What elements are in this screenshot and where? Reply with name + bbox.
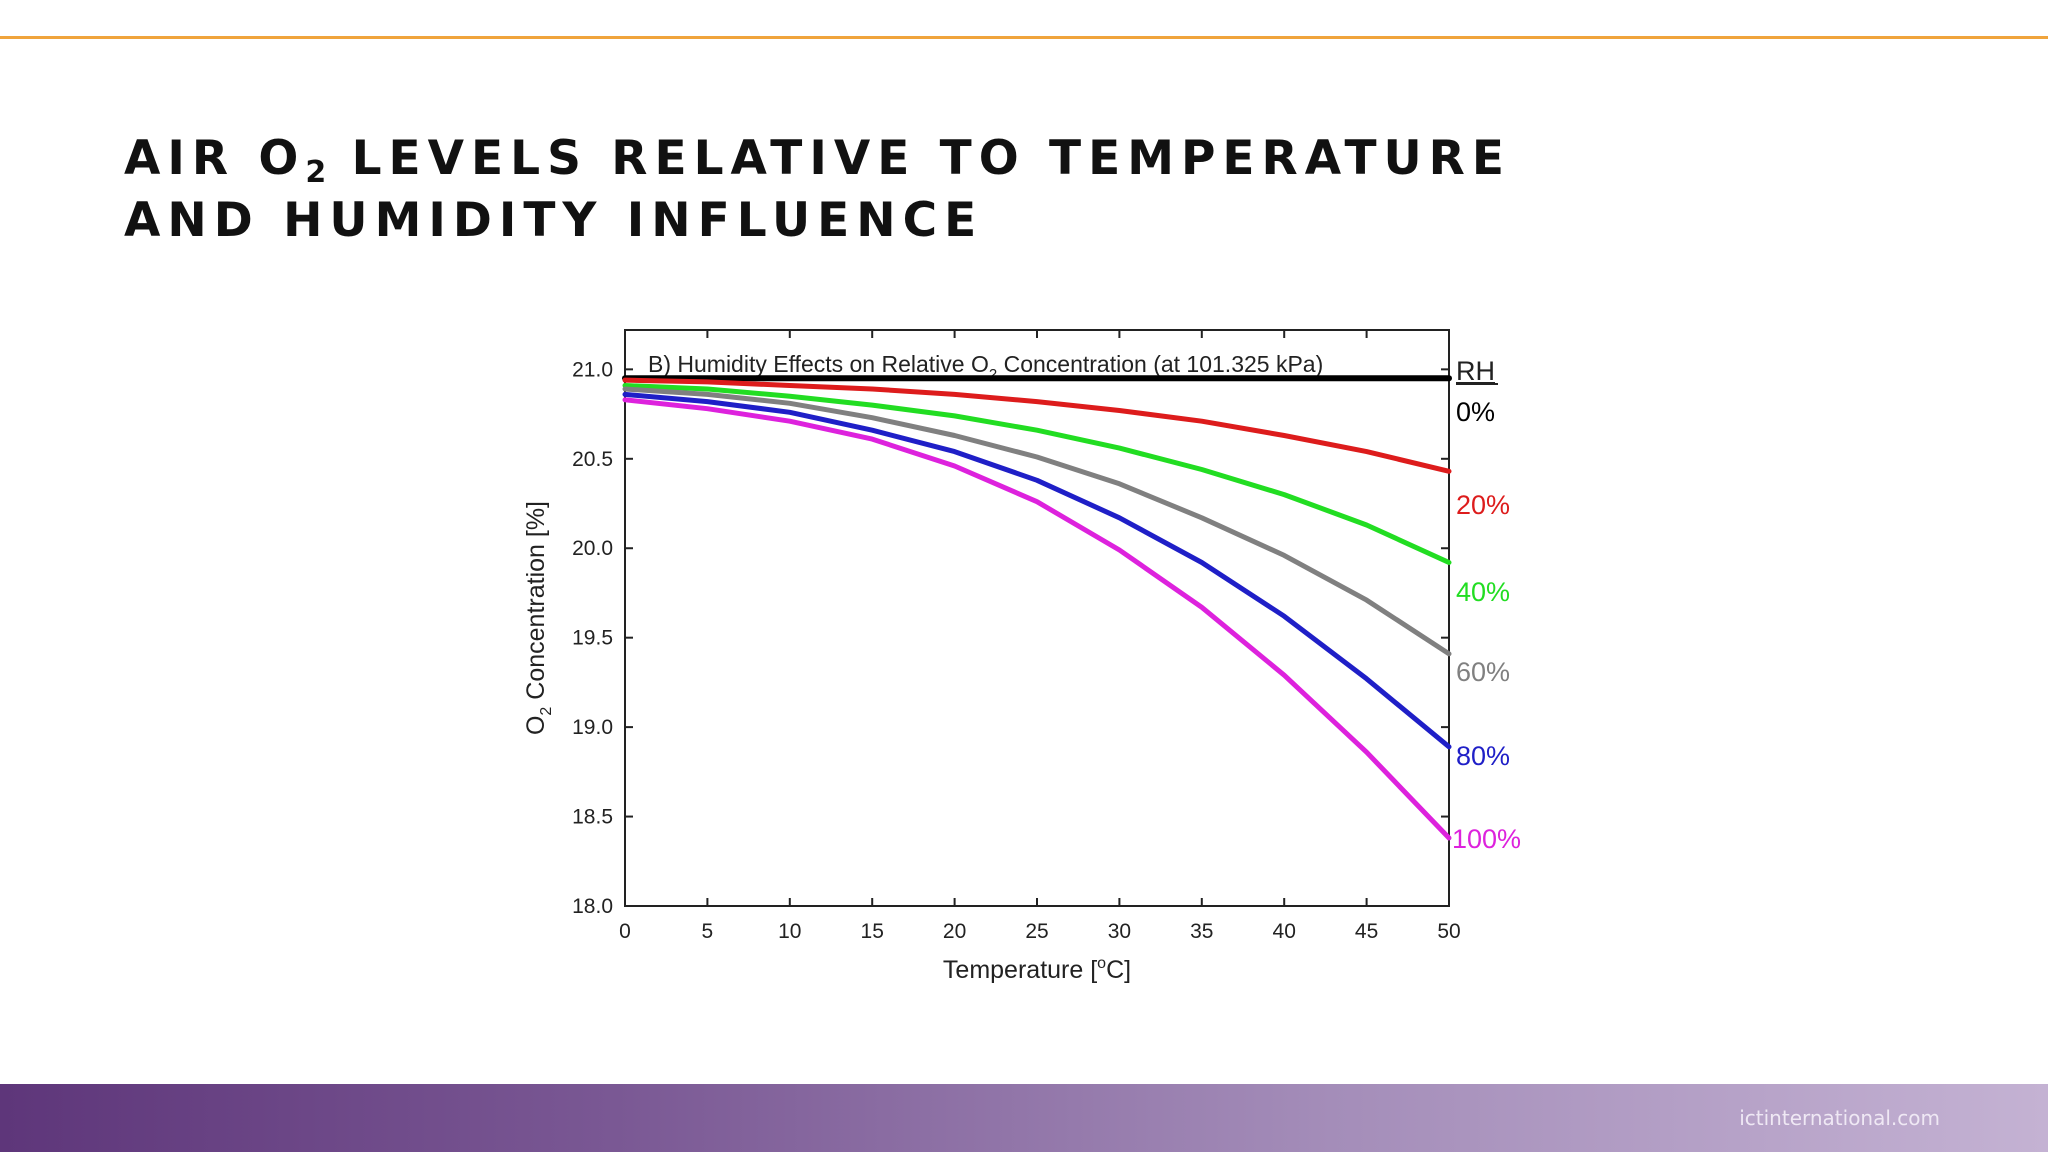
x-axis-label-part-2: C] [1106,956,1131,984]
y-tick-label-21.0: 21.0 [572,358,613,381]
title-text-levels: LEVELS RELATIVE TO TEMPERATURE [328,131,1511,186]
x-tick-label-45: 45 [1355,920,1378,943]
plot-frame [624,329,1450,907]
x-tick-label-20: 20 [943,920,966,943]
chart-title-subscript: 2 [989,366,997,383]
y-tick-label-19.5: 19.5 [572,627,613,650]
x-tick-label-5: 5 [702,920,714,943]
x-tick-label-25: 25 [1025,920,1048,943]
axis-ticks: 0 5 10 15 20 25 30 35 40 45 50 18.0 18.5 19.0 19.5 20.0… [572,330,1461,943]
x-axis-label-superscript: o [1097,955,1106,972]
y-tick-label-18.5: 18.5 [572,806,613,829]
x-tick-label-35: 35 [1190,920,1213,943]
y-tick-label-19.0: 19.0 [572,716,613,739]
chart-figure: B) Humidity Effects on Relative O2 Conce… [510,318,1540,1008]
legend-label-rh-40-percent: 40% [1456,577,1510,607]
series-line-rh-100-percent [622,397,1452,841]
x-tick-label-0: 0 [619,920,631,943]
series-lines [622,375,1452,841]
chart-title: B) Humidity Effects on Relative O2 Conce… [648,351,1323,383]
series-line-rh-20-percent [622,377,1452,474]
series-line-rh-80-percent [622,391,1452,750]
chart-title-part-2: Concentration (at 101.325 kPa) [997,351,1323,377]
y-axis-label: O2 Concentration [%] [522,501,555,735]
legend-title: RH [1456,356,1495,386]
x-tick-label-10: 10 [778,920,801,943]
x-axis-label: Temperature [oC] [943,955,1131,984]
legend-label-rh-60-percent: 60% [1456,657,1510,687]
y-tick-label-20.0: 20.0 [572,537,613,560]
slide-title-line-2: AND HUMIDITY INFLUENCE [124,193,984,248]
footer-band: ictinternational.com [0,1084,2048,1152]
x-axis-label-part-1: Temperature [ [943,956,1097,984]
top-accent-rule [0,36,2048,39]
slide-title: AIR O2 LEVELS RELATIVE TO TEMPERATURE AN… [124,128,1511,252]
slide-title-line-1: AIR O2 LEVELS RELATIVE TO TEMPERATURE [124,128,1511,190]
y-tick-label-18.0: 18.0 [572,895,613,918]
o2-humidity-chart: B) Humidity Effects on Relative O2 Conce… [522,329,1521,984]
y-axis-label-part-1: O [522,716,550,735]
legend-label-rh-100-percent: 100% [1452,824,1521,854]
x-tick-label-15: 15 [861,920,884,943]
title-text-air-o: AIR O [124,131,306,186]
legend-label-rh-80-percent: 80% [1456,741,1510,771]
x-tick-label-40: 40 [1273,920,1296,943]
legend-label-rh-20-percent: 20% [1456,490,1510,520]
footer-website: ictinternational.com [1739,1106,1940,1130]
x-tick-label-50: 50 [1437,920,1460,943]
series-line-rh-40-percent [622,383,1452,565]
y-axis-label-subscript: 2 [538,707,555,716]
legend-labels: 0% 20% 40% 60% 80% 100% [1452,397,1521,854]
y-axis-label-part-2: Concentration [%] [522,501,550,707]
chart-title-part-1: B) Humidity Effects on Relative O [648,351,989,377]
y-tick-label-20.5: 20.5 [572,448,613,471]
legend-label-rh-0-percent: 0% [1456,397,1495,427]
title-subscript-2: 2 [305,155,329,190]
series-line-rh-60-percent [622,386,1452,657]
x-tick-label-30: 30 [1108,920,1131,943]
